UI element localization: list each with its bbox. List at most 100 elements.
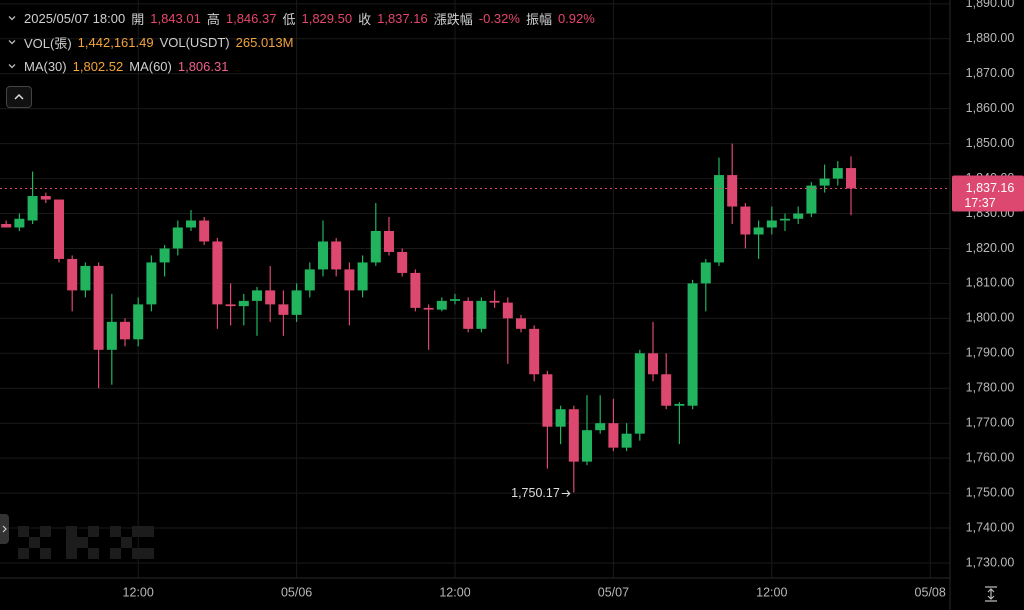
candle-body xyxy=(370,230,381,263)
candle-body xyxy=(727,175,738,207)
candle-body xyxy=(106,321,117,350)
x-tick-label: 05/08 xyxy=(915,585,946,599)
volume-label: VOL(張) xyxy=(24,35,72,51)
candle-body xyxy=(304,269,315,291)
candle-body xyxy=(502,302,513,319)
candle-body xyxy=(661,374,672,406)
volume-label: VOL(USDT) xyxy=(159,34,230,50)
watermark-block xyxy=(18,526,29,537)
y-tick-label: 1,850.00 xyxy=(966,136,1015,150)
candle-body xyxy=(40,196,51,200)
candle-body xyxy=(489,300,500,303)
header: 2025/05/07 18:00 開 1,843.01 高 1,846.37 低 1,82… xyxy=(8,6,601,78)
candle-body xyxy=(555,409,566,427)
header-label: 高 xyxy=(206,11,220,27)
watermark-block xyxy=(121,537,132,548)
candle-body xyxy=(212,241,223,305)
watermark-block xyxy=(132,526,143,537)
candle-body xyxy=(542,374,553,427)
candle-body xyxy=(93,265,104,350)
candle-body xyxy=(199,220,210,242)
x-tick-label: 05/06 xyxy=(281,585,312,599)
header-label: 漲跌幅 xyxy=(433,11,473,27)
candle-body xyxy=(608,423,619,448)
watermark-block xyxy=(77,537,88,548)
candle-body xyxy=(648,353,658,375)
candle-body xyxy=(265,290,276,305)
axis-reset-icon xyxy=(985,586,997,602)
watermark-block xyxy=(40,548,51,559)
y-tick-label: 1,770.00 xyxy=(966,415,1015,429)
candle-body xyxy=(291,290,302,315)
volume-value: 1,442,161.49 xyxy=(77,34,154,50)
y-tick-label: 1,860.00 xyxy=(966,101,1015,115)
y-tick-label: 1,760.00 xyxy=(966,450,1015,464)
side-toggle[interactable] xyxy=(0,514,9,544)
candle-body xyxy=(186,220,196,228)
ma-row: MA(30) 1,802.52 MA(60) 1,806.31 xyxy=(8,54,601,78)
candle-body xyxy=(344,269,355,291)
header-value: -0.32% xyxy=(478,10,520,26)
collapse-button[interactable] xyxy=(6,86,32,108)
watermark-block xyxy=(88,548,99,559)
candle-body xyxy=(819,178,830,186)
watermark-block xyxy=(66,526,77,537)
header-label: 振幅 xyxy=(525,11,552,27)
volume-value: 265.013M xyxy=(235,34,294,50)
watermark xyxy=(18,526,154,559)
candle-body xyxy=(621,433,632,448)
candle-body xyxy=(120,321,130,340)
candle-body xyxy=(278,304,289,315)
candle-body xyxy=(766,220,777,228)
candle-body xyxy=(436,300,447,310)
header-label: 收 xyxy=(358,11,372,27)
candle-body xyxy=(674,403,685,406)
candle-body xyxy=(14,218,25,228)
candle-body xyxy=(397,251,408,273)
low-arrow xyxy=(561,490,571,497)
header-label: 低 xyxy=(282,11,296,27)
watermark-block xyxy=(18,548,29,559)
candle-body xyxy=(450,299,460,301)
candle-body xyxy=(687,283,698,406)
candle-body xyxy=(423,307,434,310)
price-tag-countdown: 17:37 xyxy=(964,196,995,210)
ohlc-row: 2025/05/07 18:00 開 1,843.01 高 1,846.37 低 1,82… xyxy=(8,6,601,30)
x-tick-label: 12:00 xyxy=(756,585,787,599)
watermark-block xyxy=(143,526,154,537)
y-tick-label: 1,810.00 xyxy=(966,276,1015,290)
header-label: 開 xyxy=(131,11,145,27)
candle-body xyxy=(793,213,804,219)
candle-body xyxy=(357,262,368,291)
header-value: 1,837.16 xyxy=(377,10,428,26)
y-tick-label: 1,870.00 xyxy=(966,66,1015,80)
candle-body xyxy=(146,262,157,305)
watermark-block xyxy=(88,526,99,537)
watermark-block xyxy=(29,537,40,548)
candle-body xyxy=(516,318,526,329)
candle-body xyxy=(476,300,487,329)
candle-body xyxy=(172,227,183,249)
candle-body xyxy=(384,230,394,252)
x-tick-label: 05/07 xyxy=(598,585,629,599)
y-tick-label: 1,820.00 xyxy=(966,241,1015,255)
candle-body xyxy=(54,199,64,259)
candle-body xyxy=(318,241,328,270)
y-tick-label: 1,800.00 xyxy=(966,311,1015,325)
candle-body xyxy=(238,300,249,307)
candle-body xyxy=(806,185,817,214)
y-tick-label: 1,880.00 xyxy=(966,31,1015,45)
x-tick-label: 12:00 xyxy=(123,585,154,599)
datetime: 2025/05/07 18:00 xyxy=(24,10,126,26)
candle-body xyxy=(133,304,144,340)
candle-body xyxy=(252,290,262,301)
candle-body xyxy=(780,218,790,221)
candle-body xyxy=(410,272,421,308)
candle-body xyxy=(595,423,606,431)
watermark-block xyxy=(132,548,143,559)
header-value: 1,829.50 xyxy=(301,10,353,26)
candle-body xyxy=(700,262,711,284)
header-value: 1,846.37 xyxy=(225,10,277,26)
y-tick-label: 1,750.00 xyxy=(966,485,1015,499)
